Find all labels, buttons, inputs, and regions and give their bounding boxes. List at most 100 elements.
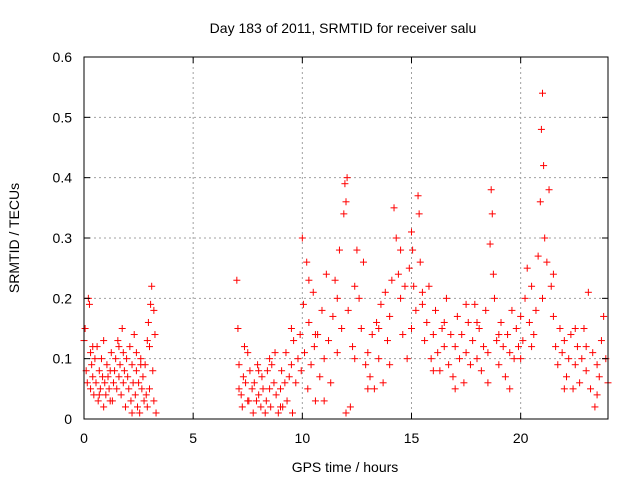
data-point <box>362 361 370 369</box>
data-point <box>506 349 514 357</box>
data-point <box>427 355 435 363</box>
data-point <box>117 391 125 399</box>
data-point <box>283 397 291 405</box>
data-point <box>146 385 153 393</box>
data-point <box>255 367 263 375</box>
data-point <box>567 331 575 339</box>
data-point <box>412 306 420 314</box>
data-point <box>135 379 143 387</box>
data-point <box>131 391 139 399</box>
data-point <box>466 361 474 369</box>
data-point <box>304 385 312 393</box>
data-point <box>267 403 275 411</box>
data-point <box>410 282 418 290</box>
data-point <box>112 355 120 363</box>
data-point <box>91 355 99 363</box>
data-point <box>453 312 461 320</box>
data-point <box>318 306 326 314</box>
data-point <box>136 409 144 417</box>
data-point <box>534 252 542 260</box>
data-point <box>100 337 108 345</box>
data-point <box>116 361 124 369</box>
data-point <box>537 125 545 133</box>
x-tick-label: 15 <box>404 430 420 446</box>
data-point <box>558 349 566 357</box>
data-point <box>262 397 270 405</box>
data-point <box>442 294 450 302</box>
y-tick-label: 0.1 <box>53 351 73 367</box>
y-tick-label: 0 <box>64 411 72 427</box>
data-point <box>81 325 89 332</box>
data-point <box>242 379 250 387</box>
data-point <box>359 258 367 266</box>
data-point <box>578 355 586 363</box>
data-point <box>305 318 313 326</box>
data-point <box>130 331 138 339</box>
data-point <box>104 373 112 381</box>
data-point <box>274 409 282 417</box>
data-point <box>144 318 152 326</box>
data-point <box>506 385 514 393</box>
data-point <box>580 325 588 332</box>
data-point <box>383 337 391 345</box>
data-point <box>252 397 260 405</box>
data-point <box>349 343 357 351</box>
data-point <box>569 385 577 393</box>
data-point <box>552 343 560 351</box>
data-point <box>519 337 527 345</box>
data-point <box>87 385 95 393</box>
data-point <box>381 288 389 296</box>
grid-lines <box>84 57 608 419</box>
data-point <box>440 343 448 351</box>
data-point <box>366 373 374 381</box>
data-point <box>338 325 346 332</box>
data-point <box>536 198 544 206</box>
data-point <box>591 403 599 411</box>
data-point <box>517 355 525 363</box>
y-tick-label: 0.2 <box>53 290 73 306</box>
data-points <box>80 89 612 417</box>
x-tick-label: 0 <box>80 430 88 446</box>
data-point <box>282 349 290 357</box>
data-point <box>449 373 457 381</box>
data-point <box>370 385 378 393</box>
data-point <box>246 367 254 375</box>
data-point <box>85 300 93 308</box>
data-point <box>237 391 245 399</box>
data-point <box>499 343 507 351</box>
data-point <box>92 379 100 387</box>
data-point <box>397 294 405 302</box>
data-point <box>94 397 102 405</box>
y-tick-label: 0.6 <box>53 49 73 65</box>
data-point <box>388 276 396 284</box>
data-point <box>344 306 352 314</box>
data-point <box>311 331 319 339</box>
data-point <box>364 349 372 357</box>
data-point <box>137 361 145 369</box>
data-point <box>305 276 313 284</box>
data-point <box>263 367 271 375</box>
data-point <box>357 325 365 332</box>
data-point <box>289 409 297 417</box>
data-point <box>375 325 383 332</box>
data-point <box>386 312 394 320</box>
data-point <box>436 367 444 375</box>
data-point <box>309 288 317 296</box>
data-point <box>316 373 324 381</box>
data-point <box>257 403 265 411</box>
data-point <box>138 385 146 393</box>
data-point <box>277 403 284 411</box>
data-point <box>89 373 97 381</box>
data-point <box>119 379 127 387</box>
data-point <box>368 331 376 339</box>
data-point <box>497 318 505 326</box>
data-point <box>582 367 590 375</box>
data-point <box>109 379 117 387</box>
data-point <box>320 397 328 405</box>
data-point <box>127 397 135 405</box>
data-point <box>408 325 415 332</box>
data-point <box>508 306 516 314</box>
data-point <box>421 337 429 345</box>
data-point <box>593 361 601 369</box>
data-point <box>152 409 160 417</box>
